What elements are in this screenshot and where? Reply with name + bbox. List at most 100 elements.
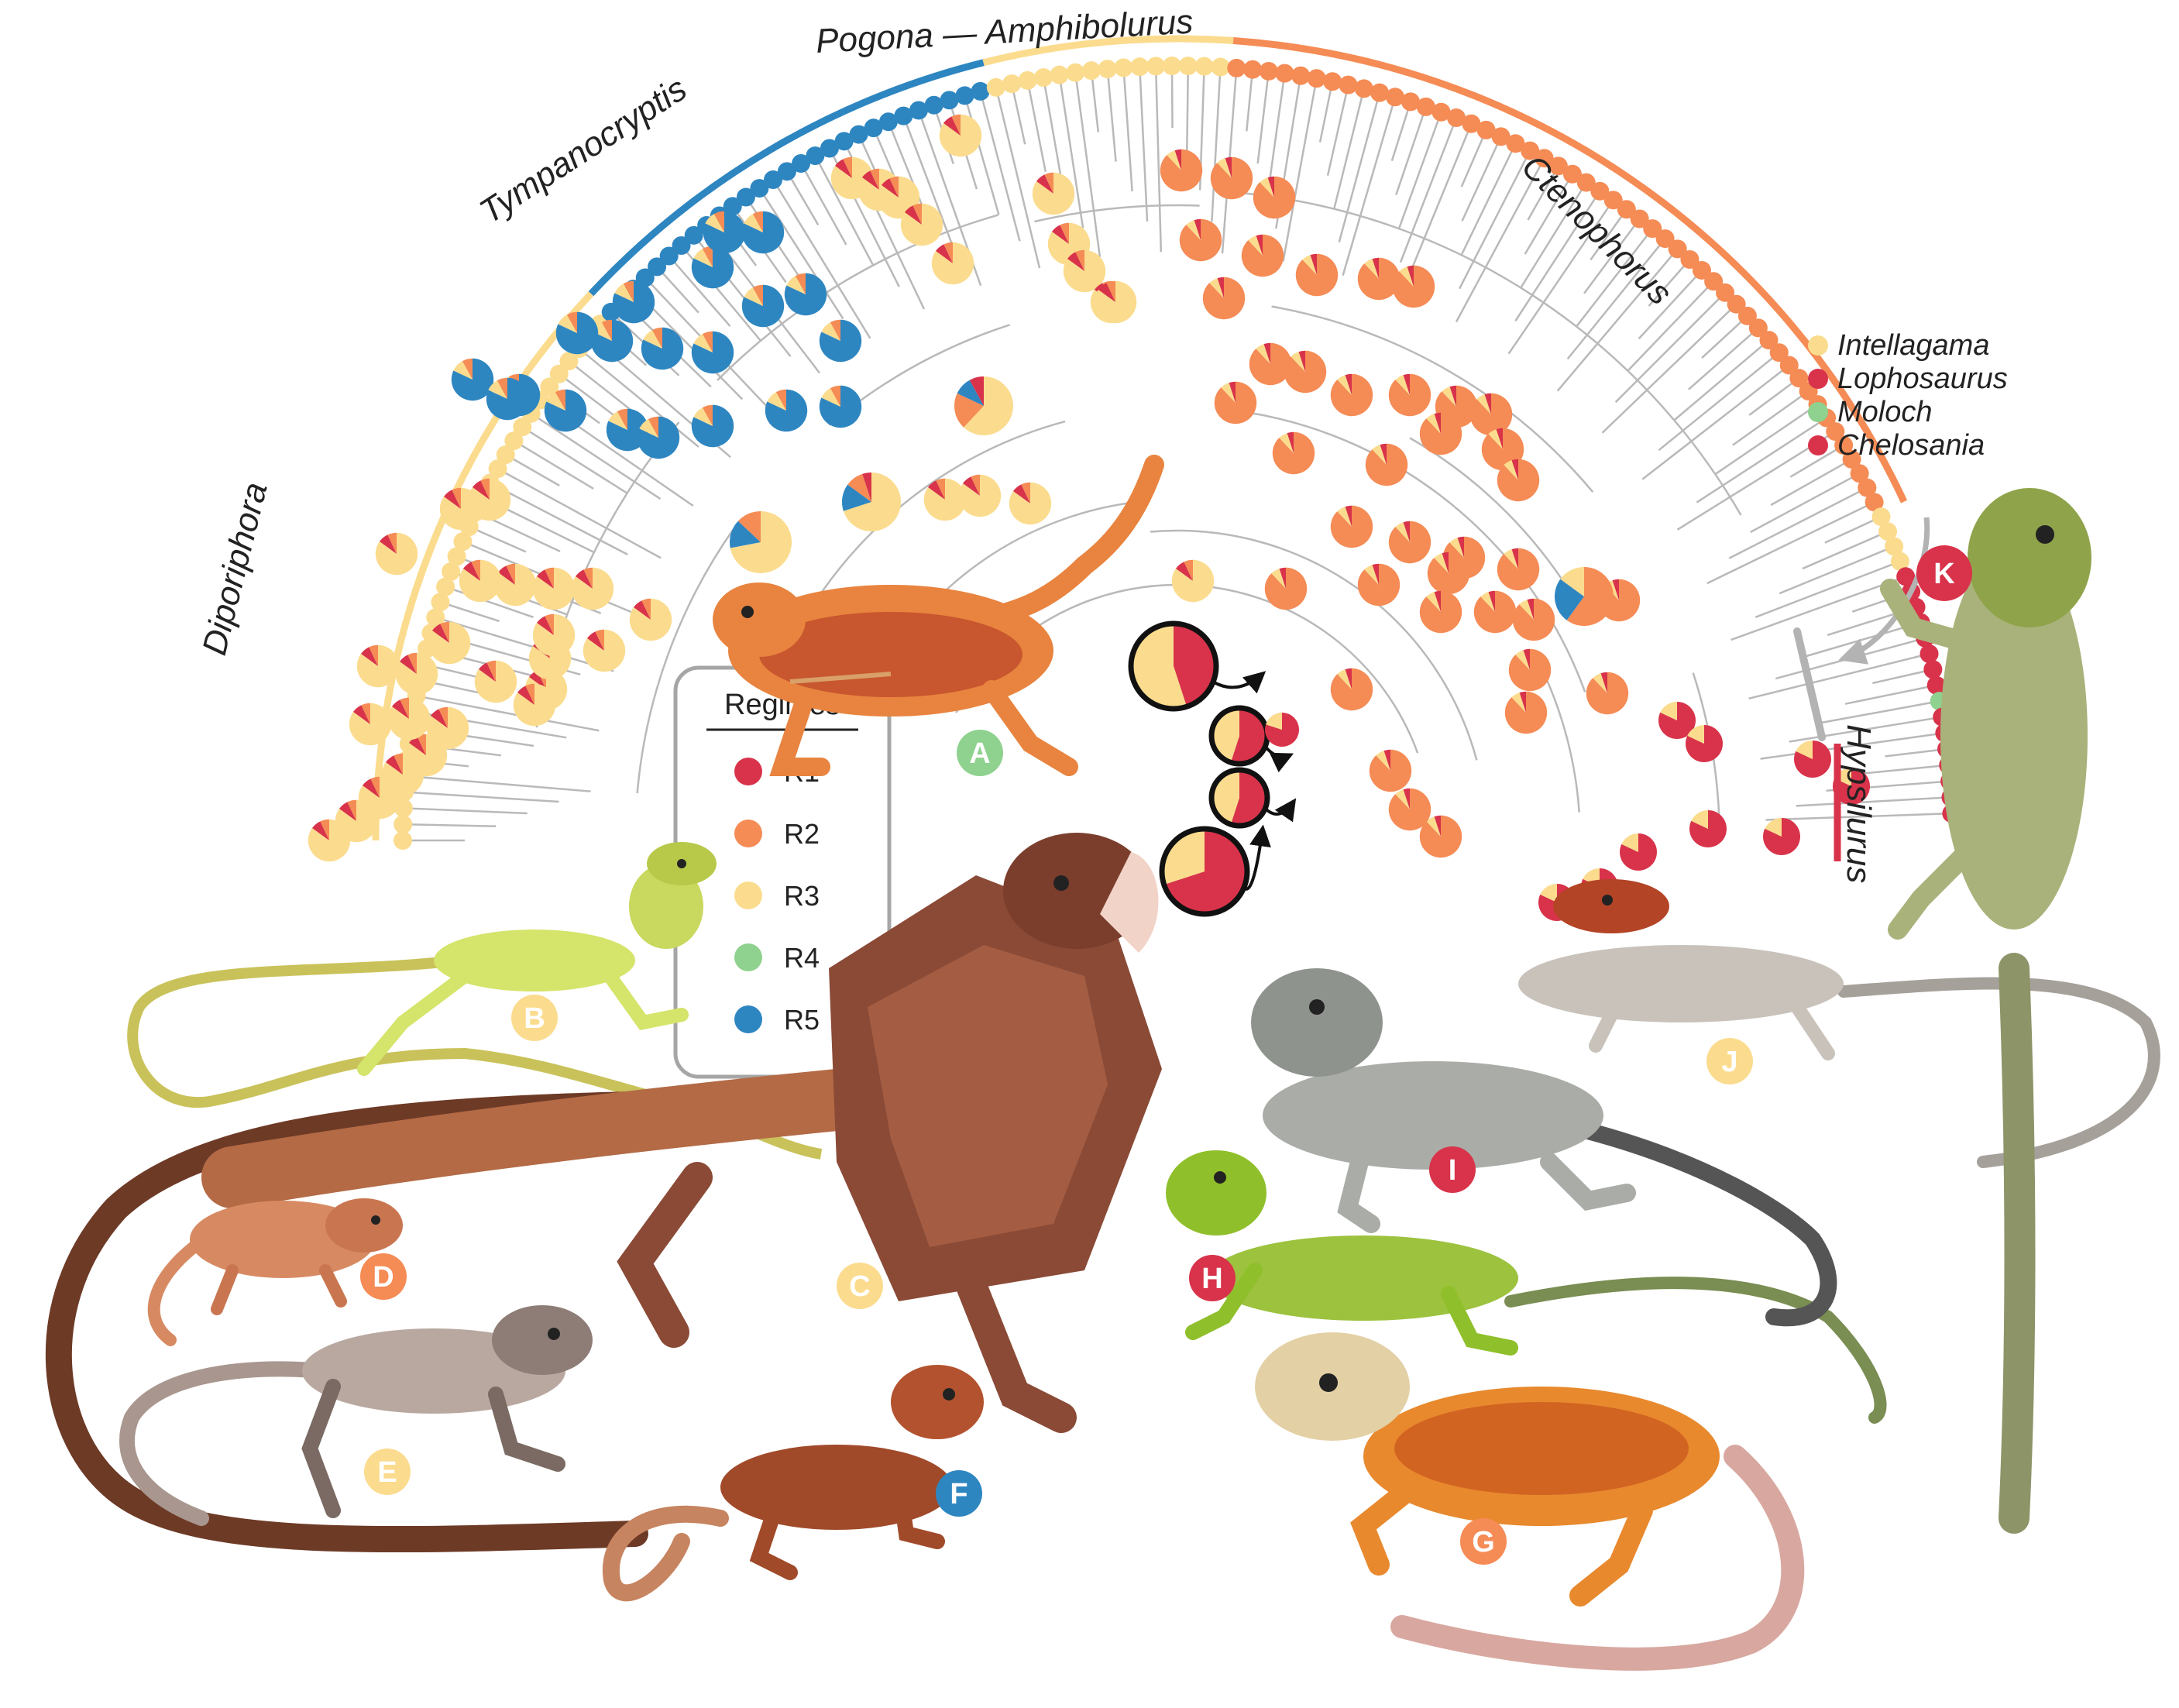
badge-k [1916,545,1972,601]
branch-arc [1034,204,1200,223]
pie-slice [1337,669,1352,689]
node-pie [1504,691,1548,734]
node-pie [1284,350,1327,393]
pie-slice [1449,538,1464,558]
pie-slice [462,358,473,380]
node-pie [1497,459,1540,502]
clade-arcs [372,35,1908,841]
tip-dot [849,125,868,144]
tip-dot [436,577,455,596]
node-pie [1689,810,1727,848]
badge-h [1189,1255,1236,1301]
node-pie [765,389,808,432]
tip-dot [1704,272,1724,291]
branch [1688,327,1759,390]
genus-label-chelosania: Chelosania [1837,429,1985,462]
tip-dot [1850,464,1869,483]
pie-slice [370,776,380,798]
tip-dot [1779,356,1799,375]
pie-slice [1419,412,1462,455]
pie-slice [1388,373,1431,417]
pie-slice [1345,668,1352,689]
pie-slice [1067,252,1084,271]
pie-slice [1523,648,1530,670]
node-pie [1469,393,1513,436]
tip-dot [1590,181,1610,201]
node-pie [819,385,862,428]
pie-slice [1496,428,1503,449]
branch-arc [1271,305,1594,493]
node-pie [931,242,974,285]
tip-dot [1603,191,1623,210]
tip-dot [834,132,854,151]
pie-slice [730,521,761,548]
pie-slice [1515,650,1530,670]
pie-slice [311,821,329,840]
tip-dot [1506,134,1525,153]
node-pies [308,114,1870,921]
pie-slice [1511,692,1526,713]
pie-slice [1555,579,1584,620]
tip-dot [426,608,445,627]
legend-swatch-r1 [734,758,762,785]
pie-slice [963,376,1013,435]
pie-slice [1256,344,1270,364]
branch [1556,248,1679,392]
pie-slice [320,819,329,840]
node-pie [1658,702,1696,739]
tip-dot [1834,435,1854,455]
clade-label-tympanocryptis: Tympanocryptis [473,70,693,231]
branch [1855,764,1949,775]
pie-slice [608,411,627,430]
clade-label-diporiphora: Diporiphora [195,479,275,659]
node-pie-large [730,511,792,573]
pie-slice [1161,829,1205,885]
tip-dot [806,146,825,166]
genus-label-moloch: Moloch [1837,396,1933,428]
branch [578,347,699,448]
pie-slice [1687,725,1704,744]
pie-slice [1488,590,1495,612]
branch [1318,81,1334,143]
pie-slice [601,319,612,341]
tip-dot [1243,60,1263,79]
pie-slice [1473,590,1517,634]
pie-slice [651,327,662,349]
pie-slice [1372,445,1387,465]
tip-dot [648,257,667,277]
node-pie [1210,156,1253,200]
branch [1648,259,1691,307]
pie-slice [480,478,490,500]
pie-slice [1291,352,1305,372]
node-pie [784,273,827,316]
node-pie [583,629,626,672]
legend-label-r4: R4 [784,942,820,974]
node-pie [555,311,599,355]
branch-arc [1215,407,1586,692]
pie-slice [1075,249,1084,271]
branch [979,91,1021,242]
tip-dot [1521,141,1540,160]
pie-slice [1434,590,1441,612]
tip-dot [1476,120,1496,139]
pie-slice [385,755,403,775]
tip-dot [1050,65,1069,84]
tip-dot [504,431,524,451]
node-pie [1179,218,1222,262]
node-pie [451,358,494,401]
branch [497,468,662,559]
node-pie [513,683,556,727]
highlight-arrow [1211,671,1267,694]
branch [1770,458,1853,507]
pie-slice [834,159,852,178]
pie-slice [1364,565,1379,585]
tip-dot [736,187,755,207]
pie-slice [705,214,724,232]
branch-arc [717,214,998,381]
node-pie [439,487,483,531]
tip-dot [1114,58,1133,77]
branch [1779,545,1895,595]
arc-diporiphora [372,291,594,841]
tip-dot [1162,57,1181,76]
